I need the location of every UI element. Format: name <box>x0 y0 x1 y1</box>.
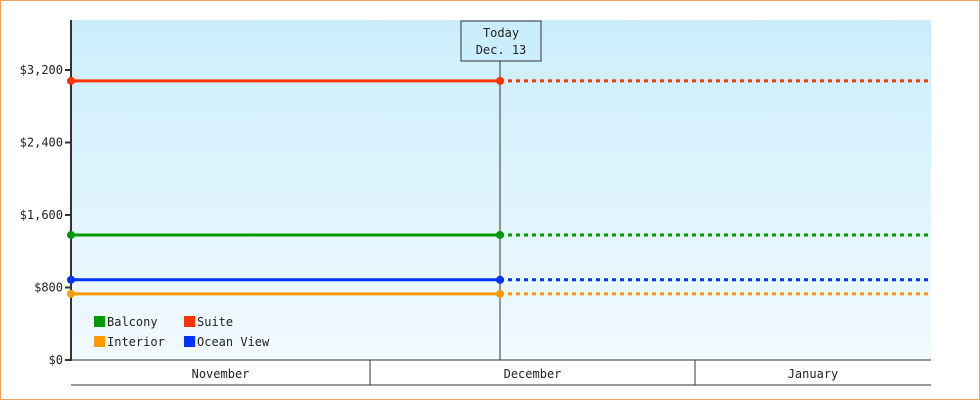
data-point <box>67 289 75 298</box>
legend-swatch <box>94 316 105 327</box>
legend-label: Balcony <box>107 315 158 329</box>
data-point <box>496 275 504 284</box>
data-point <box>67 76 75 85</box>
data-point <box>496 289 504 298</box>
y-tick-label: $800 <box>34 281 63 295</box>
data-point <box>67 230 75 239</box>
y-tick-label: $0 <box>49 353 63 367</box>
data-point <box>496 76 504 85</box>
today-label: Today <box>483 26 519 40</box>
plot-area <box>71 20 931 360</box>
x-category-label: January <box>788 367 839 381</box>
y-tick-label: $1,600 <box>20 208 63 222</box>
legend-swatch <box>94 336 105 347</box>
y-tick-label: $3,200 <box>20 63 63 77</box>
today-box <box>460 20 542 62</box>
y-tick-label: $2,400 <box>20 136 63 150</box>
legend-swatch <box>184 316 195 327</box>
x-category-label: December <box>504 367 562 381</box>
x-category-label: November <box>192 367 250 381</box>
legend-swatch <box>184 336 195 347</box>
legend-label: Ocean View <box>197 335 270 349</box>
data-point <box>67 275 75 284</box>
legend-label: Interior <box>107 335 165 349</box>
data-point <box>496 230 504 239</box>
today-date: Dec. 13 <box>476 43 527 57</box>
legend-label: Suite <box>197 315 233 329</box>
